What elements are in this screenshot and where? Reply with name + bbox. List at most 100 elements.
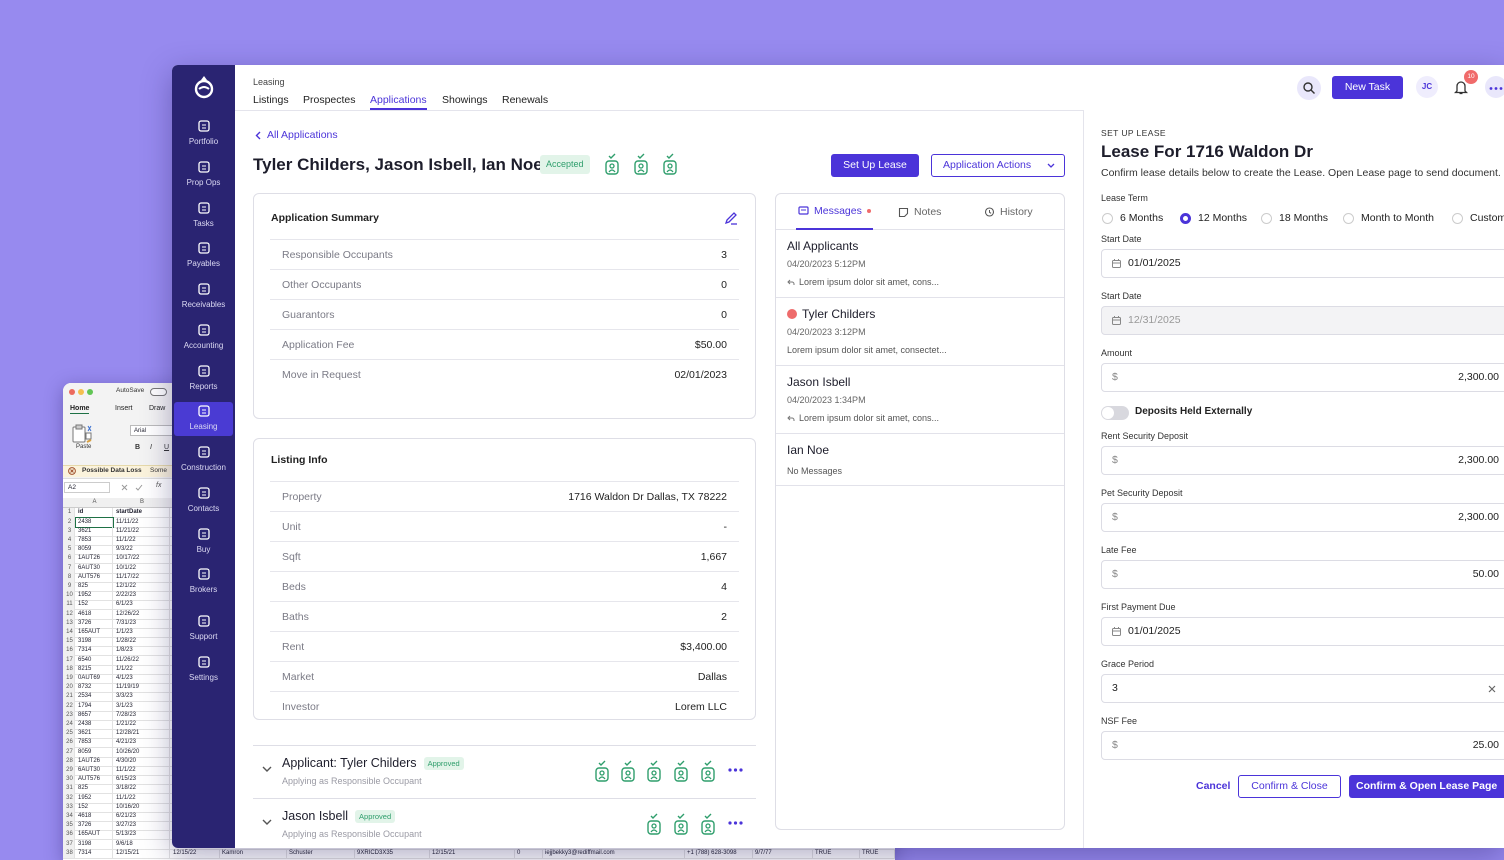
sidebar-label[interactable]: Leasing	[189, 422, 218, 431]
sidebar-icon[interactable]	[198, 324, 210, 336]
sidebar-label[interactable]: Contacts	[187, 504, 220, 513]
radio[interactable]	[1180, 213, 1191, 224]
input[interactable]: $2,300.00	[1101, 446, 1504, 475]
sidebar-icon[interactable]	[198, 615, 210, 627]
cell: 3726	[76, 821, 113, 831]
sidebar-label[interactable]: Accounting	[183, 341, 224, 350]
applicant-more[interactable]	[728, 768, 743, 772]
format-button[interactable]: U	[164, 444, 170, 451]
font-box[interactable]: Arial	[130, 425, 175, 436]
notifications-button[interactable]	[1453, 80, 1469, 95]
tab-label[interactable]: Notes	[914, 206, 942, 218]
confirm-close-button[interactable]: Confirm & Close	[1238, 775, 1341, 798]
radio-label[interactable]: 6 Months	[1120, 212, 1164, 224]
sidebar-icon[interactable]	[198, 656, 210, 668]
message-thread[interactable]: All Applicants 04/20/2023 5:12PM Lorem ips…	[776, 230, 1064, 298]
sidebar-icon[interactable]	[198, 120, 210, 132]
sidebar-label[interactable]: Settings	[189, 673, 218, 682]
sidebar-label[interactable]: Brokers	[189, 585, 218, 594]
cell: 8059	[76, 545, 113, 555]
more-button[interactable]	[1485, 76, 1504, 98]
cell: 8215	[76, 664, 113, 674]
ribbon-tab[interactable]: Home	[70, 405, 90, 414]
clear-button[interactable]	[1488, 685, 1496, 693]
actions-label[interactable]: Application Actions	[943, 159, 1032, 171]
expand-chevron[interactable]	[262, 819, 272, 826]
card-title: Listing Info	[271, 454, 328, 466]
radio-label[interactable]: 18 Months	[1279, 212, 1329, 224]
sidebar-icon[interactable]	[198, 528, 210, 540]
info-label: Property	[282, 491, 322, 503]
radio[interactable]	[1343, 213, 1354, 224]
tab-label[interactable]: Messages	[814, 205, 862, 217]
sidebar-label[interactable]: Prop Ops	[186, 178, 221, 187]
expand-chevron[interactable]	[262, 766, 272, 773]
thread-preview: Lorem ipsum dolor sit amet, consectet...	[787, 345, 947, 355]
input[interactable]: $25.00	[1101, 731, 1504, 760]
sidebar-icon[interactable]	[198, 568, 210, 580]
format-button[interactable]: B	[135, 444, 141, 451]
sidebar-icon[interactable]	[198, 161, 210, 173]
input[interactable]: $2,300.00	[1101, 503, 1504, 532]
sidebar-label[interactable]: Buy	[196, 545, 211, 554]
nav-tab[interactable]: Prospectes	[303, 94, 356, 106]
messages-tab[interactable]: Messages	[796, 194, 873, 230]
radio-label[interactable]: Month to Month	[1361, 212, 1434, 224]
sidebar-icon[interactable]	[198, 365, 210, 377]
sidebar-label[interactable]: Support	[189, 632, 218, 641]
search-button[interactable]	[1297, 76, 1321, 100]
format-button[interactable]: I	[150, 444, 152, 451]
sidebar-icon[interactable]	[198, 283, 210, 295]
messages-tab[interactable]: Notes	[898, 194, 941, 230]
cancel-button[interactable]: Cancel	[1196, 780, 1231, 792]
ribbon-tab[interactable]: Insert	[115, 405, 133, 412]
messages-tab[interactable]: History	[984, 194, 1033, 230]
back-link[interactable]: All Applications	[267, 129, 338, 141]
confirm-open-button[interactable]: Confirm & Open Lease Page	[1349, 775, 1504, 798]
info-row: Rent $3,400.00	[270, 631, 739, 661]
radio[interactable]	[1452, 213, 1463, 224]
sidebar-label[interactable]: Reports	[189, 382, 218, 391]
new-task-button[interactable]: New Task	[1332, 76, 1403, 99]
input[interactable]: 3	[1101, 674, 1504, 703]
icon-path	[724, 212, 737, 225]
ribbon-tab[interactable]: Draw	[149, 405, 166, 412]
avatar[interactable]: JC	[1416, 76, 1438, 98]
sidebar-icon[interactable]	[198, 487, 210, 499]
nav-tab[interactable]: Listings	[253, 94, 289, 106]
input[interactable]: 01/01/2025	[1101, 617, 1504, 646]
sidebar-icon[interactable]	[198, 202, 210, 214]
nav-tab[interactable]: Applications	[370, 94, 427, 110]
message-thread[interactable]: Tyler Childers 04/20/2023 3:12PM Lorem ips…	[776, 298, 1064, 366]
sidebar-label[interactable]: Tasks	[193, 219, 214, 228]
icon-svg	[198, 120, 210, 132]
sidebar-label[interactable]: Portfolio	[188, 137, 219, 146]
tab-label[interactable]: History	[1000, 206, 1033, 218]
sidebar-icon[interactable]	[198, 242, 210, 254]
sidebar-label[interactable]: Payables	[187, 259, 220, 268]
radio-label[interactable]: 12 Months	[1198, 212, 1248, 224]
nav-tab[interactable]: Renewals	[502, 94, 549, 106]
sidebar-label[interactable]: Construction	[181, 463, 226, 472]
info-label: Move in Request	[282, 369, 361, 381]
input[interactable]: $50.00	[1101, 560, 1504, 589]
edit-button[interactable]	[724, 211, 738, 225]
radio[interactable]	[1102, 213, 1113, 224]
sidebar-icon[interactable]	[198, 405, 210, 417]
sidebar-icon[interactable]	[198, 446, 210, 458]
radio-label[interactable]: Custom	[1470, 212, 1504, 224]
nav-tab[interactable]: Showings	[442, 94, 488, 106]
name-box[interactable]: A2	[64, 482, 110, 493]
input[interactable]: 01/01/2025	[1101, 249, 1504, 278]
message-thread[interactable]: Ian Noe No Messages	[776, 434, 1064, 486]
radio[interactable]	[1261, 213, 1272, 224]
input: 12/31/2025	[1101, 306, 1504, 335]
message-thread[interactable]: Jason Isbell 04/20/2023 1:34PM Lorem ipsum…	[776, 366, 1064, 434]
input[interactable]: $2,300.00	[1101, 363, 1504, 392]
applicant-more[interactable]	[728, 821, 743, 825]
actions-button[interactable]: Application Actions	[931, 154, 1065, 177]
back-chevron[interactable]	[255, 131, 261, 140]
sidebar-label[interactable]: Receivables	[181, 300, 226, 309]
setup-lease-button[interactable]: Set Up Lease	[831, 154, 919, 177]
icon-circle	[609, 163, 615, 169]
